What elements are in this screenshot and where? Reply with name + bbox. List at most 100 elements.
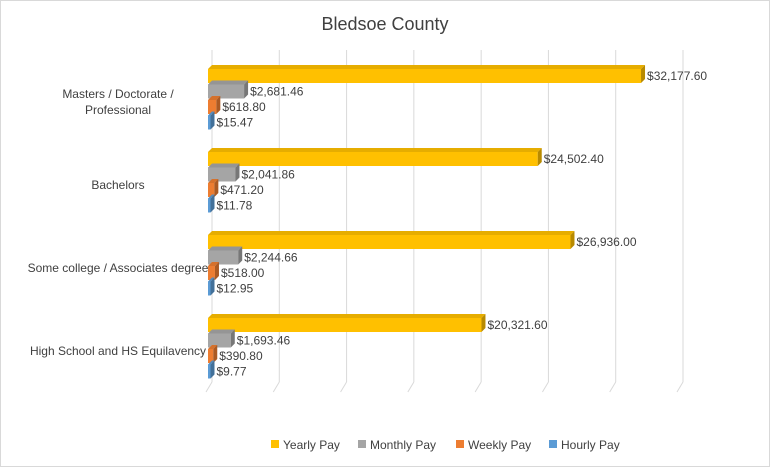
legend-label: Hourly Pay	[561, 438, 620, 452]
bar-front-face	[208, 281, 211, 296]
bar-weekly-pay-masters-doctorate-professional	[208, 96, 221, 114]
bar-front-face	[208, 250, 239, 265]
bar-side-face	[213, 345, 218, 363]
bar-weekly-pay-high-school-and-hs-equilavency	[208, 345, 218, 363]
bar-weekly-pay-some-college-associates-degree	[208, 262, 219, 280]
bar-monthly-pay-some-college-associates-degree	[208, 246, 243, 265]
gridline-floor	[407, 381, 415, 393]
bar-top-face	[208, 65, 646, 69]
gridline-floor	[272, 381, 280, 393]
bar-top-face	[208, 163, 240, 168]
data-label-hourly-pay-high-school-and-hs-equilavency: $9.77	[217, 365, 247, 379]
category-label-masters-doctorate-professional: Masters / Doctorate /	[62, 87, 174, 101]
legend-item-hourly-pay: Hourly Pay	[549, 438, 620, 452]
data-label-monthly-pay-high-school-and-hs-equilavency: $1,693.46	[237, 334, 291, 348]
bar-front-face	[208, 235, 571, 249]
legend-swatch	[456, 440, 464, 448]
data-label-monthly-pay-masters-doctorate-professional: $2,681.46	[250, 85, 304, 99]
bar-monthly-pay-masters-doctorate-professional	[208, 80, 249, 99]
bar-front-face	[208, 333, 231, 348]
bar-front-face	[208, 115, 211, 130]
category-label-bachelors: Bachelors	[91, 178, 144, 192]
legend-label: Monthly Pay	[370, 438, 436, 452]
bar-top-face	[208, 96, 221, 100]
bar-top-face	[208, 329, 235, 334]
category-label-high-school-and-hs-equilavency: High School and HS Equilavency	[30, 344, 206, 358]
bar-top-face	[208, 111, 215, 116]
bar-hourly-pay-bachelors	[208, 194, 215, 213]
data-label-monthly-pay-some-college-associates-degree: $2,244.66	[244, 251, 298, 265]
bar-top-face	[208, 148, 542, 152]
bar-side-face	[537, 148, 542, 166]
bar-hourly-pay-masters-doctorate-professional	[208, 111, 215, 130]
bar-front-face	[208, 349, 214, 363]
data-label-weekly-pay-masters-doctorate-professional: $618.80	[222, 100, 266, 114]
bar-side-face	[641, 65, 646, 83]
bar-front-face	[208, 69, 642, 83]
bar-front-face	[208, 100, 217, 114]
bar-top-face	[208, 277, 215, 282]
bar-yearly-pay-masters-doctorate-professional	[208, 65, 646, 83]
legend-swatch	[358, 440, 366, 448]
bar-side-face	[230, 329, 235, 348]
bar-side-face	[238, 246, 243, 265]
data-label-weekly-pay-bachelors: $471.20	[220, 183, 264, 197]
bar-side-face	[214, 179, 219, 197]
data-label-yearly-pay-some-college-associates-degree: $26,936.00	[576, 235, 636, 249]
data-labels: $32,177.60 $2,681.46$618.80 $15.47 $24,502.…	[217, 69, 708, 379]
bar-side-face	[210, 277, 215, 296]
gridline-floor	[474, 381, 482, 393]
gridline-floor	[541, 381, 549, 393]
data-label-weekly-pay-some-college-associates-degree: $518.00	[221, 266, 265, 280]
legend-item-weekly-pay: Weekly Pay	[456, 438, 531, 452]
legend-item-monthly-pay: Monthly Pay	[358, 438, 436, 452]
data-label-weekly-pay-high-school-and-hs-equilavency: $390.80	[219, 349, 263, 363]
bar-front-face	[208, 318, 482, 332]
bar-side-face	[244, 80, 249, 99]
bar-monthly-pay-bachelors	[208, 163, 240, 182]
data-label-yearly-pay-masters-doctorate-professional: $32,177.60	[647, 69, 707, 83]
data-label-hourly-pay-bachelors: $11.78	[217, 199, 253, 213]
bar-top-face	[208, 345, 218, 349]
legend: Yearly Pay Monthly Pay Weekly Pay Hourly Pa…	[271, 438, 620, 452]
bar-side-face	[216, 96, 221, 114]
bar-side-face	[210, 111, 215, 130]
data-label-yearly-pay-bachelors: $24,502.40	[544, 152, 604, 166]
bar-front-face	[208, 266, 215, 280]
bar-side-face	[214, 262, 219, 280]
bar-top-face	[208, 179, 219, 183]
bar-weekly-pay-bachelors	[208, 179, 219, 197]
bar-top-face	[208, 360, 215, 365]
category-label-masters-doctorate-professional: Professional	[85, 103, 151, 117]
data-label-hourly-pay-masters-doctorate-professional: $15.47	[217, 116, 254, 130]
data-label-monthly-pay-bachelors: $2,041.86	[241, 168, 295, 182]
bar-side-face	[235, 163, 240, 182]
bar-monthly-pay-high-school-and-hs-equilavency	[208, 329, 235, 348]
gridline-floor	[609, 381, 617, 393]
gridline-floor	[205, 381, 213, 393]
bars	[208, 65, 646, 379]
bar-front-face	[208, 167, 236, 182]
bar-top-face	[208, 262, 219, 266]
bar-front-face	[208, 183, 215, 197]
bar-front-face	[208, 152, 538, 166]
legend-swatch	[549, 440, 557, 448]
bar-hourly-pay-high-school-and-hs-equilavency	[208, 360, 215, 379]
legend-label: Yearly Pay	[283, 438, 340, 452]
bar-top-face	[208, 246, 243, 251]
bar-side-face	[481, 314, 486, 332]
bar-yearly-pay-bachelors	[208, 148, 542, 166]
bar-yearly-pay-high-school-and-hs-equilavency	[208, 314, 486, 332]
gridline-floor	[340, 381, 348, 393]
data-label-hourly-pay-some-college-associates-degree: $12.95	[217, 282, 254, 296]
legend-item-yearly-pay: Yearly Pay	[271, 438, 340, 452]
bar-yearly-pay-some-college-associates-degree	[208, 231, 575, 249]
bar-front-face	[208, 198, 211, 213]
bar-side-face	[570, 231, 575, 249]
bar-hourly-pay-some-college-associates-degree	[208, 277, 215, 296]
chart-title: Bledsoe County	[321, 14, 449, 34]
bar-side-face	[210, 194, 215, 213]
legend-swatch	[271, 440, 279, 448]
bar-front-face	[208, 84, 245, 99]
